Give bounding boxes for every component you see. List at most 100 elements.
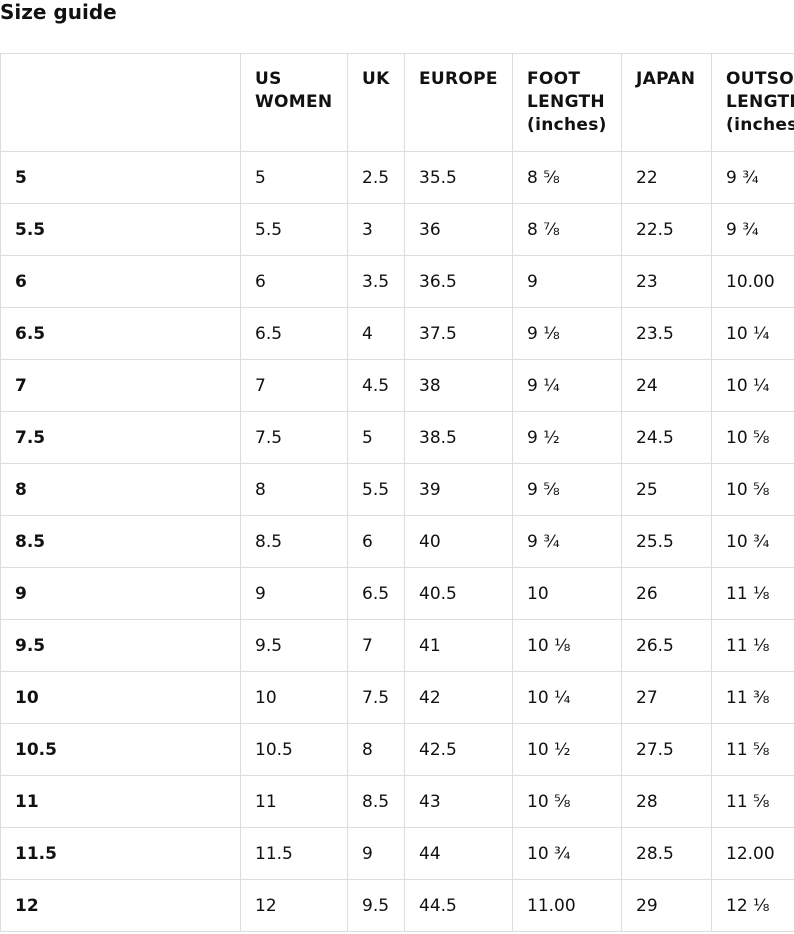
table-cell: 44 [404,827,513,880]
table-cell: 7 [347,619,405,672]
table-cell: 29 [621,879,712,932]
table-row: 10 10 7.5 42 10 ¼ 27 11 ⅜ [0,671,794,724]
table-cell: 10 ¾ [711,515,794,568]
table-row: 9 9 6.5 40.5 10 26 11 ⅛ [0,567,794,620]
table-row: 7 7 4.5 38 9 ¼ 24 10 ¼ [0,359,794,412]
table-cell: 8 ⅝ [512,151,622,204]
table-cell: 9.5 [347,879,405,932]
table-cell: 10 ⅝ [512,775,622,828]
table-cell: 27.5 [621,723,712,776]
table-cell: 11 ⅛ [711,619,794,672]
corner-cell [0,53,241,152]
size-cell: 5.5 [0,203,241,256]
table-cell: 11 ⅝ [711,775,794,828]
size-cell: 7.5 [0,411,241,464]
size-cell: 10 [0,671,241,724]
table-cell: 12 [240,879,348,932]
table-cell: 9 [512,255,622,308]
table-cell: 44.5 [404,879,513,932]
table-cell: 9 ⅝ [512,463,622,516]
table-cell: 25 [621,463,712,516]
table-cell: 9 [240,567,348,620]
table-cell: 10.5 [240,723,348,776]
table-cell: 6.5 [347,567,405,620]
table-cell: 12.00 [711,827,794,880]
table-row: 6.5 6.5 4 37.5 9 ⅛ 23.5 10 ¼ [0,307,794,360]
table-cell: 10 ¼ [711,307,794,360]
table-cell: 8 [240,463,348,516]
table-cell: 8.5 [240,515,348,568]
table-cell: 36 [404,203,513,256]
table-cell: 11.00 [512,879,622,932]
table-cell: 10 [512,567,622,620]
size-cell: 12 [0,879,241,932]
table-cell: 9 ½ [512,411,622,464]
size-cell: 9.5 [0,619,241,672]
table-cell: 38 [404,359,513,412]
size-cell: 10.5 [0,723,241,776]
table-cell: 8 ⅞ [512,203,622,256]
table-cell: 12 ⅛ [711,879,794,932]
table-cell: 7.5 [240,411,348,464]
table-cell: 10 ⅝ [711,463,794,516]
table-cell: 42 [404,671,513,724]
table-cell: 26 [621,567,712,620]
table-cell: 4.5 [347,359,405,412]
table-cell: 5 [240,151,348,204]
table-cell: 11 ⅝ [711,723,794,776]
table-cell: 11 ⅜ [711,671,794,724]
table-row: 12 12 9.5 44.5 11.00 29 12 ⅛ [0,879,794,932]
table-cell: 42.5 [404,723,513,776]
table-cell: 43 [404,775,513,828]
table-cell: 8 [347,723,405,776]
table-cell: 40 [404,515,513,568]
title: Size guide [0,0,117,24]
table-body: 5 5 2.5 35.5 8 ⅝ 22 9 ¾ 5.5 5.5 3 36 8 ⅞ 22.5 9 ¾ 6 6 3.… [0,151,794,932]
column-header: EUROPE [404,53,513,152]
table-cell: 9 ¾ [711,151,794,204]
column-header: UK [347,53,405,152]
table-row: 11.5 11.5 9 44 10 ¾ 28.5 12.00 [0,827,794,880]
size-cell: 6.5 [0,307,241,360]
table-cell: 26.5 [621,619,712,672]
table-cell: 6 [347,515,405,568]
table-cell: 5.5 [240,203,348,256]
table-cell: 27 [621,671,712,724]
table-cell: 7.5 [347,671,405,724]
table-row: 9.5 9.5 7 41 10 ⅛ 26.5 11 ⅛ [0,619,794,672]
table-row: 11 11 8.5 43 10 ⅝ 28 11 ⅝ [0,775,794,828]
table-cell: 28 [621,775,712,828]
table-cell: 23.5 [621,307,712,360]
table-cell: 39 [404,463,513,516]
size-cell: 5 [0,151,241,204]
size-cell: 11.5 [0,827,241,880]
table-cell: 7 [240,359,348,412]
table-row: 5.5 5.5 3 36 8 ⅞ 22.5 9 ¾ [0,203,794,256]
table-cell: 28.5 [621,827,712,880]
column-header: JAPAN [621,53,712,152]
table-cell: 10 ⅝ [711,411,794,464]
table-cell: 11.5 [240,827,348,880]
table-cell: 11 [240,775,348,828]
table-cell: 9.5 [240,619,348,672]
table-row: 5 5 2.5 35.5 8 ⅝ 22 9 ¾ [0,151,794,204]
header-row: US WOMEN UK EUROPE FOOT LENGTH (inches) JAPA… [0,53,794,152]
table-cell: 10 ½ [512,723,622,776]
table-row: 6 6 3.5 36.5 9 23 10.00 [0,255,794,308]
table-cell: 25.5 [621,515,712,568]
size-cell: 6 [0,255,241,308]
table-row: 10.5 10.5 8 42.5 10 ½ 27.5 11 ⅝ [0,723,794,776]
size-cell: 11 [0,775,241,828]
table-cell: 38.5 [404,411,513,464]
table-row: 8.5 8.5 6 40 9 ¾ 25.5 10 ¾ [0,515,794,568]
table-cell: 9 ¾ [711,203,794,256]
table-cell: 8.5 [347,775,405,828]
table-cell: 24 [621,359,712,412]
table-cell: 2.5 [347,151,405,204]
size-cell: 9 [0,567,241,620]
table-cell: 11 ⅛ [711,567,794,620]
size-cell: 8.5 [0,515,241,568]
table-cell: 10 ¼ [512,671,622,724]
table-cell: 40.5 [404,567,513,620]
